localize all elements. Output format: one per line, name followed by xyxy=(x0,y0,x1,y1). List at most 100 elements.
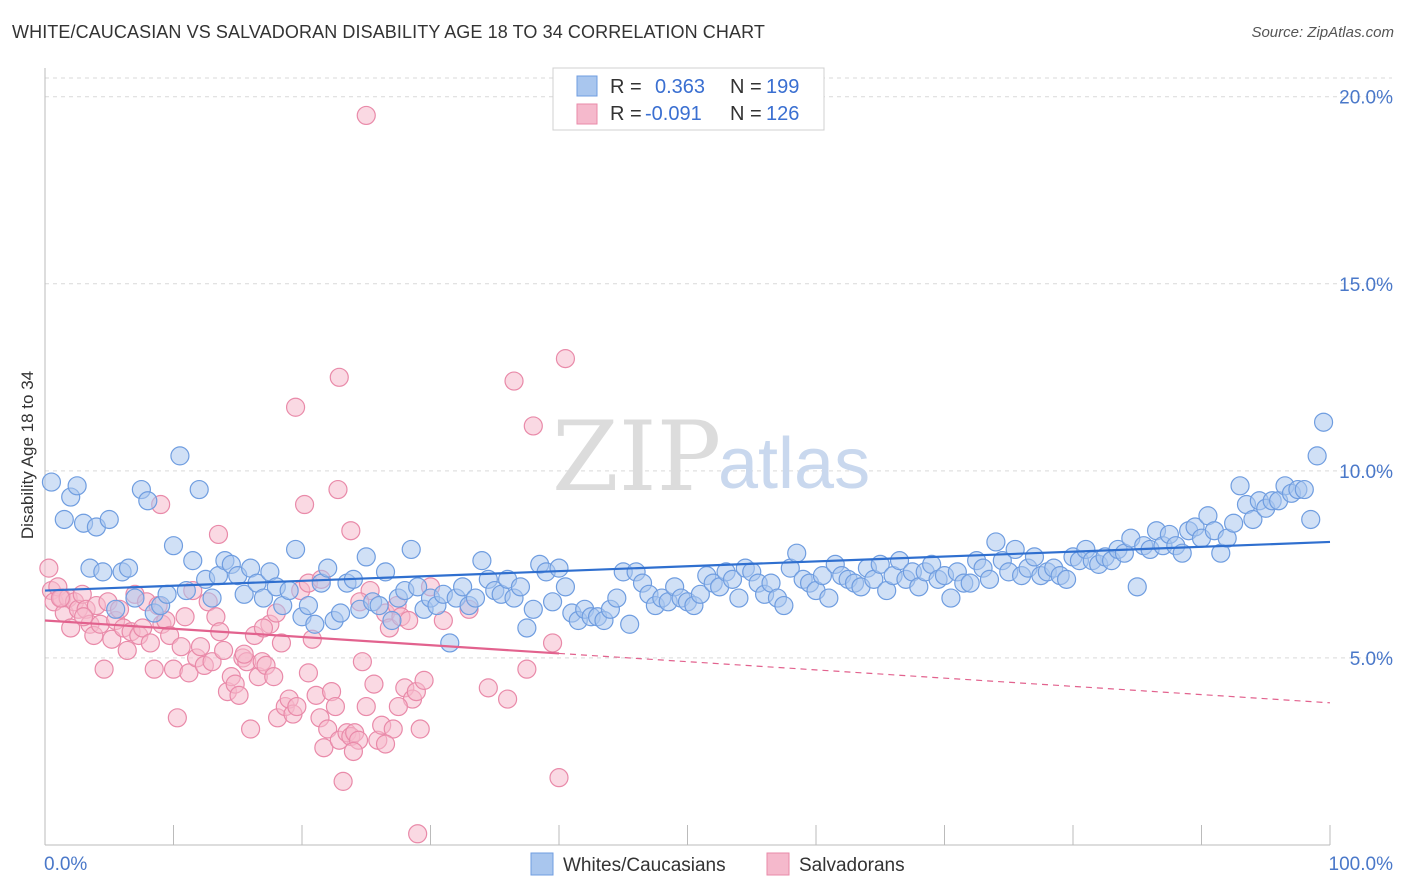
whites-point xyxy=(607,588,627,608)
whites-point xyxy=(812,566,833,586)
whites-point xyxy=(285,539,306,560)
whites-point xyxy=(202,588,222,608)
x-tick-labels: 0.0% 100.0% xyxy=(44,854,1393,875)
salvadorans-point xyxy=(102,629,122,649)
salvadorans-n-value: 126 xyxy=(766,103,799,125)
whites-point xyxy=(510,577,531,597)
salvadorans-point xyxy=(504,371,524,391)
salvadorans-point xyxy=(214,640,234,661)
salvadorans-n-label: N = xyxy=(730,103,762,125)
y-tick-label: 5.0% xyxy=(1350,649,1393,670)
salvadorans-r-label: R = xyxy=(610,103,642,125)
whites-point xyxy=(453,577,473,597)
whites-point xyxy=(318,558,338,578)
trend-lines xyxy=(44,540,1331,704)
whites-point xyxy=(1301,509,1321,530)
salvadorans-point xyxy=(517,659,537,679)
salvadorans-point xyxy=(241,719,261,739)
salvadorans-point xyxy=(523,416,543,436)
whites-point xyxy=(356,547,376,567)
salvadorans-point xyxy=(175,607,195,627)
whites-point xyxy=(986,532,1006,552)
whites-point xyxy=(941,588,961,608)
salvadorans-point xyxy=(140,633,160,653)
salvadorans-point xyxy=(399,610,419,631)
whites-point xyxy=(889,551,910,571)
salvadorans-point xyxy=(144,659,164,679)
whites-point xyxy=(99,509,119,530)
whites-bottom-swatch xyxy=(530,852,554,876)
whites-point xyxy=(690,584,710,604)
whites-point xyxy=(298,595,319,616)
whites-point xyxy=(170,446,190,466)
whites-point xyxy=(375,562,396,582)
whites-point xyxy=(41,472,62,492)
y-tick-label: 10.0% xyxy=(1339,462,1393,483)
whites-bottom-label: Whites/Caucasians xyxy=(563,855,726,876)
whites-point xyxy=(819,588,839,608)
whites-point xyxy=(1127,577,1147,597)
salvadorans-point xyxy=(160,625,180,646)
whites-point xyxy=(279,580,299,601)
salvadorans-point xyxy=(287,696,307,717)
whites-point xyxy=(183,551,203,571)
whites-point xyxy=(157,584,177,604)
salvadorans-bottom-swatch xyxy=(766,852,790,876)
stats-legend-box xyxy=(552,67,825,131)
salvadorans-points xyxy=(39,105,576,844)
whites-point xyxy=(1294,479,1314,500)
whites-n-label: N = xyxy=(730,76,762,98)
salvadorans-point xyxy=(117,640,137,661)
salvadorans-point xyxy=(383,719,403,739)
whites-point xyxy=(774,595,794,616)
whites-point xyxy=(118,558,139,578)
whites-point xyxy=(555,577,576,597)
salvadorans-point xyxy=(94,659,114,679)
whites-point xyxy=(163,536,184,556)
salvadorans-point xyxy=(388,696,408,717)
whites-point xyxy=(722,569,743,589)
whites-point xyxy=(787,543,807,563)
x-tick-label: 0.0% xyxy=(44,854,87,875)
whites-point xyxy=(1307,446,1327,466)
whites-point xyxy=(1243,509,1263,530)
whites-point xyxy=(67,476,87,496)
whites-r-value: 0.363 xyxy=(655,76,705,98)
whites-point xyxy=(138,491,158,511)
whites-point xyxy=(234,584,254,604)
whites-point xyxy=(1224,513,1244,533)
whites-point xyxy=(106,599,126,619)
whites-point xyxy=(125,588,145,608)
salvadorans-point xyxy=(202,652,222,672)
salvadorans-point xyxy=(408,824,428,844)
watermark-zip: ZIP xyxy=(552,401,721,513)
y-tick-label: 20.0% xyxy=(1339,88,1393,109)
whites-point xyxy=(1005,539,1025,560)
whites-point xyxy=(542,592,563,612)
salvadorans-r-value: -0.091 xyxy=(645,103,702,125)
salvadorans-point xyxy=(333,771,353,791)
whites-point xyxy=(408,577,428,597)
salvadorans-point xyxy=(329,367,349,387)
y-tick-label: 15.0% xyxy=(1339,275,1393,296)
salvadorans-point xyxy=(414,670,434,690)
series-legend: Whites/Caucasians Salvadorans xyxy=(530,852,905,876)
whites-point xyxy=(1056,569,1077,589)
salvadorans-point xyxy=(318,719,338,739)
salvadorans-point xyxy=(341,521,361,541)
chart-source: Source: ZipAtlas.com xyxy=(1251,24,1394,41)
salvadorans-point xyxy=(549,768,569,788)
salvadorans-point xyxy=(50,588,71,608)
salvadorans-trend-line-extension xyxy=(558,652,1331,704)
salvadorans-bottom-label: Salvadorans xyxy=(799,855,905,876)
salvadorans-point xyxy=(167,708,187,728)
salvadorans-point xyxy=(555,349,576,369)
salvadorans-point xyxy=(352,652,372,672)
salvadorans-point xyxy=(285,397,306,417)
salvadorans-point xyxy=(298,663,319,683)
whites-point xyxy=(401,539,421,560)
whites-trend-line xyxy=(44,540,1331,592)
salvadorans-point xyxy=(325,696,346,717)
whites-point xyxy=(440,633,460,653)
watermark-atlas: atlas xyxy=(718,424,870,504)
